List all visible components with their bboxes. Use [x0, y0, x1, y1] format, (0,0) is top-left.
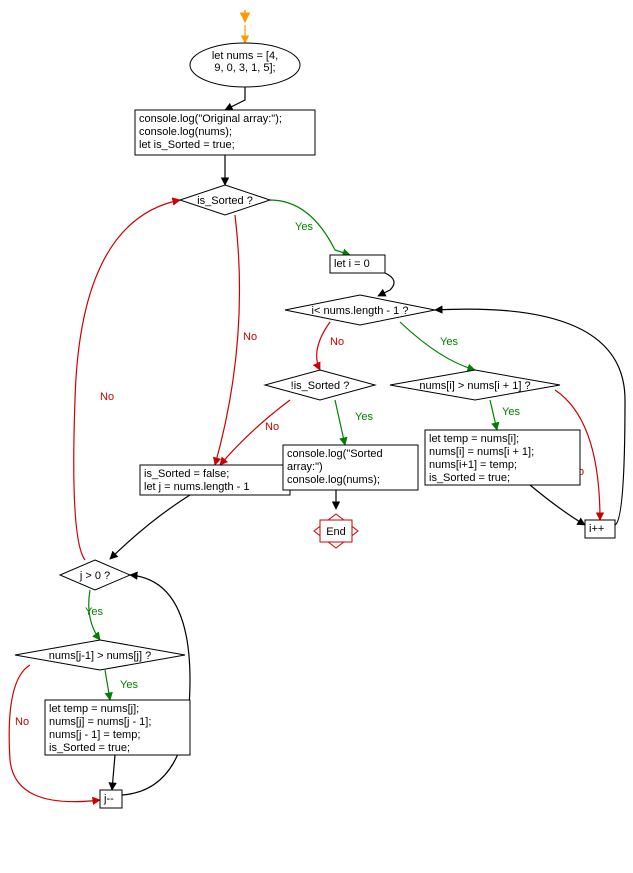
node-text: is_Sorted = true;	[49, 742, 130, 754]
edge-n3-n8	[215, 215, 240, 465]
node-text: array:")	[287, 461, 323, 473]
edges-group: YesYesNoYesNoYesNoNoYesYesNoNo	[9, 25, 625, 802]
node-text: let temp = nums[j];	[49, 703, 139, 715]
node-text: console.log(nums);	[287, 474, 380, 486]
edge-n6-n8	[220, 400, 290, 465]
edge-n15-n16	[112, 755, 115, 790]
node-text: console.log("Sorted	[287, 448, 383, 460]
node-text: is_Sorted ?	[197, 195, 253, 207]
edge-label: Yes	[85, 606, 103, 618]
node-text: !is_Sorted ?	[291, 380, 350, 392]
node-text: is_Sorted = false;	[144, 468, 229, 480]
edge-label: Yes	[440, 336, 458, 348]
node-text: let is_Sorted = true;	[139, 139, 235, 151]
edge-n5-n7	[400, 322, 475, 370]
edge-n12-n5	[435, 309, 625, 525]
edge-label: Yes	[355, 411, 373, 423]
edge-label: Yes	[502, 406, 520, 418]
nodes-group: let nums = [4,9, 0, 3, 1, 5]; console.log…	[15, 10, 615, 808]
edge-label: No	[15, 716, 29, 728]
edge-n7-n10	[490, 400, 497, 430]
node-text: let i = 0	[334, 258, 370, 270]
node-text: j--	[103, 793, 114, 805]
edge-n13-n3	[74, 200, 180, 560]
node-text: console.log(nums);	[139, 126, 232, 138]
node-text: console.log("Original array:");	[139, 113, 282, 125]
edge-label: Yes	[120, 679, 138, 691]
edge-n5-n6	[317, 322, 330, 370]
node-text: nums[j - 1] = temp;	[49, 729, 140, 741]
end-label: End	[326, 526, 346, 538]
node-text: i< nums.length - 1 ?	[312, 305, 409, 317]
edge-n10-n12	[530, 485, 585, 525]
edge-n14-n15	[105, 670, 110, 700]
edge-label: No	[265, 421, 279, 433]
node-text: nums[i+1] = temp;	[429, 459, 517, 471]
node-text: i++	[589, 523, 604, 535]
node-text: let j = nums.length - 1	[144, 481, 249, 493]
node-text: nums[j-1] > nums[j] ?	[49, 650, 151, 662]
node-text: let temp = nums[i];	[429, 433, 519, 445]
node-text: nums[i] = nums[i + 1];	[429, 446, 534, 458]
node-text: nums[j] = nums[j - 1];	[49, 716, 151, 728]
edge-n6-n9	[335, 400, 345, 445]
edge-label: No	[330, 336, 344, 348]
edge-label: No	[100, 391, 114, 403]
edge-n1-n2	[225, 87, 245, 110]
node-text: j > 0 ?	[79, 570, 110, 582]
node-text: is_Sorted = true;	[429, 472, 510, 484]
edge-label: Yes	[295, 221, 313, 233]
edge-n8-n13	[110, 495, 190, 559]
node-text: 9, 0, 3, 1, 5];	[214, 62, 275, 74]
edge-n4-n5	[378, 273, 394, 296]
node-text: let nums = [4,	[212, 50, 278, 62]
flowchart-canvas: YesYesNoYesNoYesNoNoYesYesNoNolet nums =…	[0, 0, 633, 873]
node-text: nums[i] > nums[i + 1] ?	[419, 380, 530, 392]
edge-label: No	[243, 331, 257, 343]
